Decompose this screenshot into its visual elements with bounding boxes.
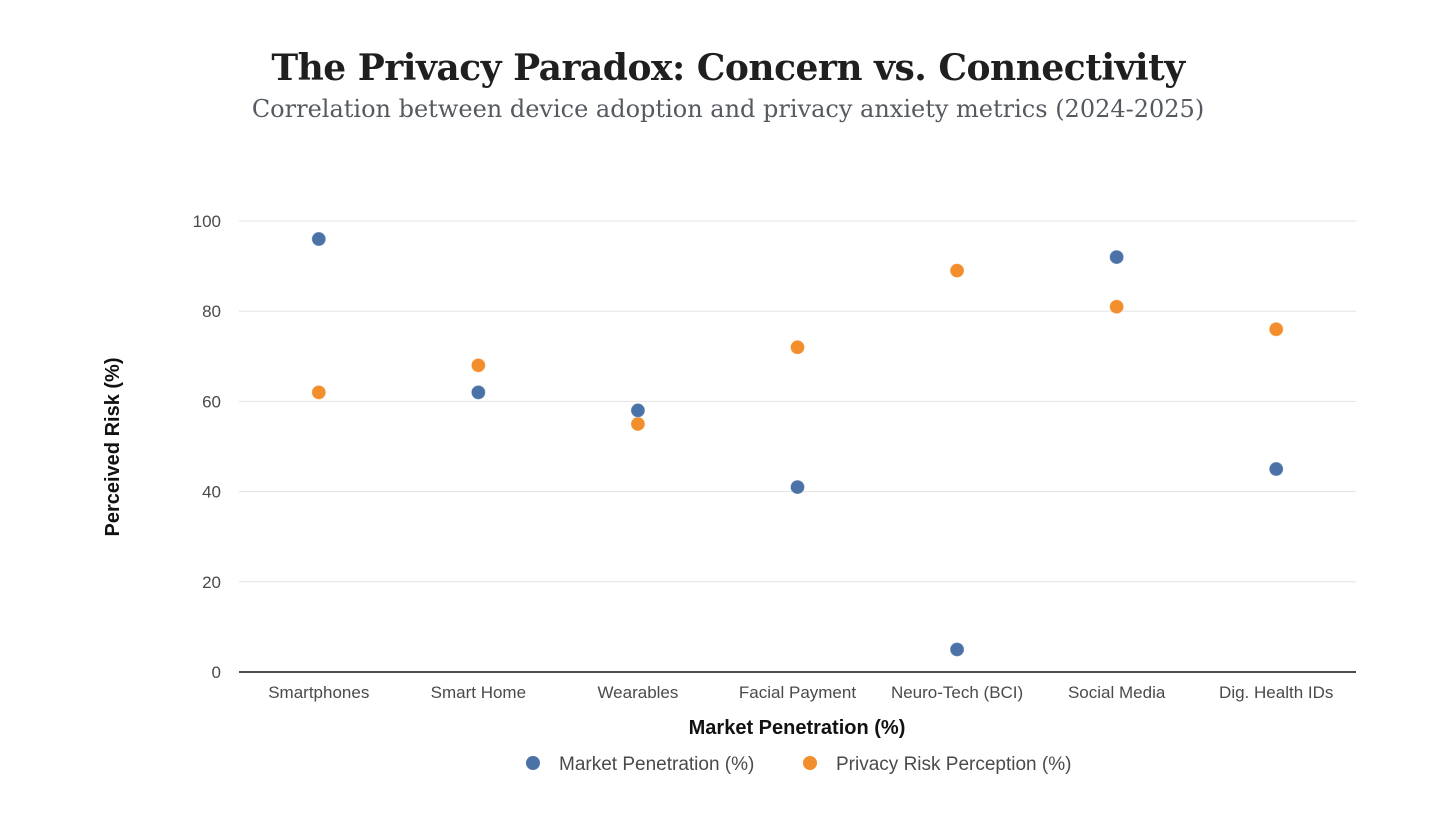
x-tick-label: Social Media xyxy=(1068,683,1166,702)
point-privacy-risk xyxy=(949,263,965,279)
point-market-penetration xyxy=(311,231,327,247)
point-privacy-risk xyxy=(311,384,327,400)
legend-label-privacy-risk: Privacy Risk Perception (%) xyxy=(836,754,1071,775)
x-tick-labels: Smartphones Smart Home Wearables Facial Pay… xyxy=(268,683,1333,702)
x-tick-label: Facial Payment xyxy=(739,683,856,702)
point-privacy-risk xyxy=(470,357,486,373)
x-tick-label: Dig. Health IDs xyxy=(1219,683,1333,702)
point-market-penetration xyxy=(630,402,646,418)
grid-lines xyxy=(239,220,1356,583)
legend-label-market-penetration: Market Penetration (%) xyxy=(559,754,754,775)
y-tick-label: 60 xyxy=(202,392,221,411)
point-market-penetration xyxy=(470,384,486,400)
point-privacy-risk xyxy=(1109,299,1125,315)
point-privacy-risk xyxy=(790,339,805,355)
y-tick-label: 80 xyxy=(202,302,221,321)
y-tick-label: 20 xyxy=(202,573,221,592)
x-tick-label: Smartphones xyxy=(268,683,369,702)
point-market-penetration xyxy=(1109,249,1125,265)
y-tick-labels: 0 20 40 60 80 100 xyxy=(193,212,221,682)
x-tick-label: Wearables xyxy=(597,683,678,702)
x-tick-label: Smart Home xyxy=(431,683,526,702)
point-market-penetration xyxy=(1268,461,1284,477)
x-tick-label: Neuro-Tech (BCI) xyxy=(891,683,1023,702)
data-points xyxy=(311,231,1284,657)
x-axis-title: Market Penetration (%) xyxy=(689,717,906,739)
legend-marker-privacy-risk xyxy=(803,756,817,770)
chart-title: The Privacy Paradox: Concern vs. Connect… xyxy=(271,47,1185,89)
point-privacy-risk xyxy=(1268,321,1284,337)
y-axis-title: Perceived Risk (%) xyxy=(102,358,124,537)
point-market-penetration xyxy=(790,479,805,495)
y-tick-label: 0 xyxy=(212,663,221,682)
y-tick-label: 100 xyxy=(193,212,221,231)
chart-subtitle: Correlation between device adoption and … xyxy=(251,95,1205,123)
legend-marker-market-penetration xyxy=(526,756,540,770)
y-tick-label: 40 xyxy=(202,483,221,502)
legend: Market Penetration (%) Privacy Risk Perce… xyxy=(526,754,1071,775)
point-market-penetration xyxy=(949,641,965,657)
point-privacy-risk xyxy=(630,416,646,432)
